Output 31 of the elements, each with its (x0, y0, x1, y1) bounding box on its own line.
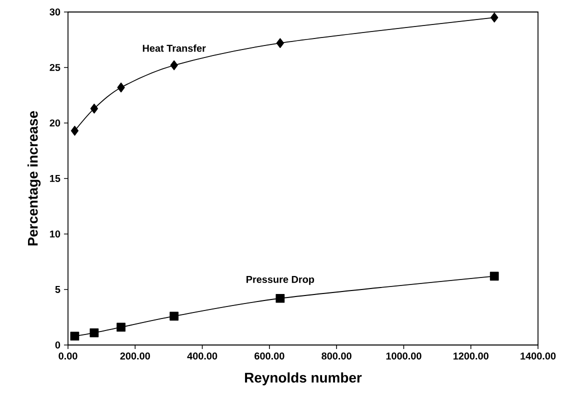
x-tick-label: 200.00 (120, 352, 150, 360)
point (70, 332, 80, 341)
point (90, 328, 99, 338)
point (490, 12, 498, 22)
y-tick-label: 15 (50, 175, 60, 182)
point (90, 104, 98, 114)
point (70, 126, 79, 136)
y-tick-label: 5 (55, 286, 60, 293)
point (170, 60, 178, 70)
point (276, 294, 285, 303)
y-tick-label: 30 (50, 8, 60, 16)
y-axis-title: Percentage increase (28, 111, 41, 246)
series-label: Pressure Drop (246, 276, 314, 285)
point (276, 38, 284, 48)
y-tick-label: 0 (55, 341, 60, 349)
series-label: Heat Transfer (142, 44, 206, 52)
point (116, 322, 126, 332)
x-tick-label: 600.00 (254, 352, 284, 360)
point (170, 312, 179, 321)
y-tick-label: 25 (50, 64, 60, 72)
y-tick-label: 10 (50, 230, 60, 238)
x-tick-label: 1400.00 (520, 352, 556, 360)
x-tick-label: 1200.00 (453, 352, 488, 360)
point (117, 82, 125, 92)
x-tick-label: 1000.00 (386, 352, 422, 360)
x-tick-label: 800.00 (322, 352, 352, 360)
x-axis-title: Reynolds number (245, 372, 362, 386)
x-tick-label: 0.00 (58, 352, 78, 360)
x-tick-label: 400.00 (187, 352, 218, 360)
y-tick-label: 20 (50, 119, 60, 127)
point (490, 272, 499, 281)
